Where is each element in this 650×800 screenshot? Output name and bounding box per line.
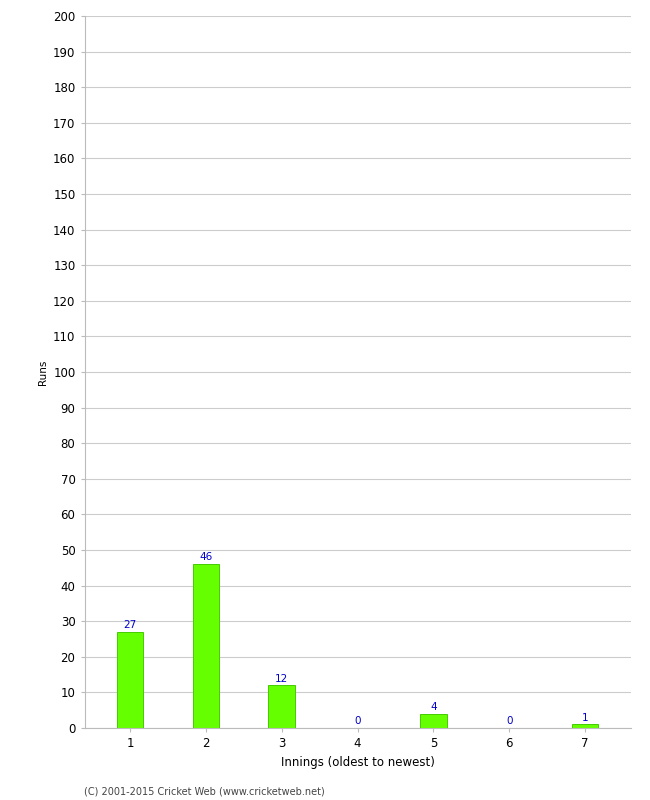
Text: 46: 46 xyxy=(199,553,213,562)
X-axis label: Innings (oldest to newest): Innings (oldest to newest) xyxy=(281,755,434,769)
Text: 1: 1 xyxy=(582,713,588,722)
Bar xyxy=(192,564,219,728)
Bar xyxy=(420,714,447,728)
Text: 0: 0 xyxy=(506,716,512,726)
Text: 4: 4 xyxy=(430,702,437,712)
Text: 12: 12 xyxy=(275,674,289,683)
Bar xyxy=(572,725,598,728)
Y-axis label: Runs: Runs xyxy=(38,359,47,385)
Text: 27: 27 xyxy=(124,620,136,630)
Text: (C) 2001-2015 Cricket Web (www.cricketweb.net): (C) 2001-2015 Cricket Web (www.cricketwe… xyxy=(84,786,325,796)
Bar xyxy=(117,632,143,728)
Bar xyxy=(268,686,295,728)
Text: 0: 0 xyxy=(354,716,361,726)
